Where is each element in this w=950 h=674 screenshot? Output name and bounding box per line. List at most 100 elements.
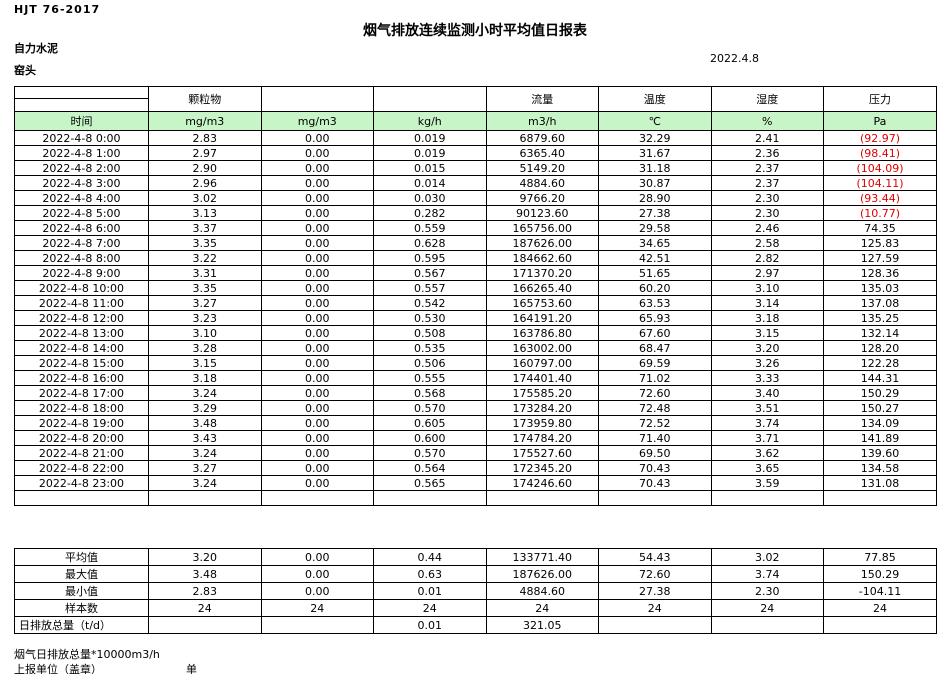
value-cell: 27.38 xyxy=(598,205,712,221)
unit-header-cell: mg/m3 xyxy=(260,111,374,131)
value-cell: 71.40 xyxy=(598,430,712,446)
group-header-cell: 湿度 xyxy=(710,86,824,112)
value-cell: 128.36 xyxy=(823,265,937,281)
value-cell: 2.46 xyxy=(710,220,824,236)
value-cell: 2.97 xyxy=(148,145,262,161)
summary-value: 24 xyxy=(373,599,487,617)
summary-value: 3.74 xyxy=(710,565,824,583)
table-row: 2022-4-8 8:00 3.22 0.00 0.595 184662.60 42.51… xyxy=(14,250,937,266)
time-cell: 2022-4-8 20:00 xyxy=(14,430,149,446)
summary-label: 最小值 xyxy=(14,582,149,600)
value-cell: 34.65 xyxy=(598,235,712,251)
value-cell: 3.35 xyxy=(148,280,262,296)
table-row: 2022-4-8 0:00 2.83 0.00 0.019 6879.60 32.29 2.… xyxy=(14,130,937,146)
summary-value: 2.30 xyxy=(710,582,824,600)
value-cell: 3.10 xyxy=(710,280,824,296)
value-cell: 3.62 xyxy=(710,445,824,461)
value-cell: 2.30 xyxy=(710,205,824,221)
value-cell: 125.83 xyxy=(823,235,937,251)
summary-row: 最小值 2.83 0.00 0.01 4884.60 27.38 2.30 -104.11 xyxy=(14,582,937,600)
time-cell: 2022-4-8 7:00 xyxy=(14,235,149,251)
value-cell: 3.02 xyxy=(148,190,262,206)
time-cell: 2022-4-8 17:00 xyxy=(14,385,149,401)
value-cell: 3.15 xyxy=(148,355,262,371)
value-cell: 0.019 xyxy=(373,130,487,146)
value-cell: 0.00 xyxy=(260,280,374,296)
value-cell: 90123.60 xyxy=(485,205,599,221)
table-row: 2022-4-8 14:00 3.28 0.00 0.535 163002.00 68.4… xyxy=(14,340,937,356)
summary-value: 24 xyxy=(148,599,262,617)
value-cell: 3.31 xyxy=(148,265,262,281)
value-cell: 3.18 xyxy=(710,310,824,326)
table-row: 2022-4-8 18:00 3.29 0.00 0.570 173284.20 72.4… xyxy=(14,400,937,416)
value-cell: 0.508 xyxy=(373,325,487,341)
summary-value xyxy=(823,616,937,634)
footer-line2: 上报单位（盖章） 单位 xyxy=(14,661,197,674)
table-row: 2022-4-8 11:00 3.27 0.00 0.542 165753.60 63.5… xyxy=(14,295,937,311)
value-cell: 6365.40 xyxy=(485,145,599,161)
value-cell: 68.47 xyxy=(598,340,712,356)
value-cell: 3.65 xyxy=(710,460,824,476)
value-cell: 63.53 xyxy=(598,295,712,311)
value-cell: 166265.40 xyxy=(485,280,599,296)
time-cell: 2022-4-8 18:00 xyxy=(14,400,149,416)
value-cell: 0.565 xyxy=(373,475,487,491)
time-cell: 2022-4-8 11:00 xyxy=(14,295,149,311)
table-row: 2022-4-8 21:00 3.24 0.00 0.570 175527.60 69.5… xyxy=(14,445,937,461)
time-cell: 2022-4-8 0:00 xyxy=(14,130,149,146)
value-cell: 4884.60 xyxy=(485,175,599,191)
value-cell: 3.29 xyxy=(148,400,262,416)
value-cell: 0.570 xyxy=(373,445,487,461)
value-cell: 0.567 xyxy=(373,265,487,281)
value-cell: 122.28 xyxy=(823,355,937,371)
value-cell: 137.08 xyxy=(823,295,937,311)
summary-value: 24 xyxy=(710,599,824,617)
value-cell: 72.52 xyxy=(598,415,712,431)
station-name: 窑头 xyxy=(14,64,36,77)
time-cell: 2022-4-8 2:00 xyxy=(14,160,149,176)
summary-value: 0.00 xyxy=(260,565,374,583)
value-cell: 174246.60 xyxy=(485,475,599,491)
value-cell: 2.37 xyxy=(710,175,824,191)
value-cell: 3.24 xyxy=(148,475,262,491)
summary-value: 0.00 xyxy=(260,582,374,600)
value-cell: 0.00 xyxy=(260,235,374,251)
value-cell: 2.30 xyxy=(710,190,824,206)
value-cell: 3.35 xyxy=(148,235,262,251)
time-cell: 2022-4-8 5:00 xyxy=(14,205,149,221)
value-cell: 29.58 xyxy=(598,220,712,236)
value-cell: 135.25 xyxy=(823,310,937,326)
value-cell: 2.37 xyxy=(710,160,824,176)
unit-header-cell: kg/h xyxy=(373,111,487,131)
table-row: 2022-4-8 19:00 3.48 0.00 0.605 173959.80 72.5… xyxy=(14,415,937,431)
value-cell: 3.26 xyxy=(710,355,824,371)
table-row: 2022-4-8 16:00 3.18 0.00 0.555 174401.40 71.0… xyxy=(14,370,937,386)
value-cell: 70.43 xyxy=(598,460,712,476)
value-cell: (92.97) xyxy=(823,130,937,146)
summary-value: 24 xyxy=(485,599,599,617)
value-cell: 0.555 xyxy=(373,370,487,386)
standard-number: HJT 76-2017 xyxy=(14,3,101,16)
table-row: 2022-4-8 3:00 2.96 0.00 0.014 4884.60 30.87 2.… xyxy=(14,175,937,191)
value-cell: 65.93 xyxy=(598,310,712,326)
empty-cell xyxy=(260,490,374,506)
value-cell: 2.58 xyxy=(710,235,824,251)
value-cell: 0.00 xyxy=(260,130,374,146)
value-cell: 174401.40 xyxy=(485,370,599,386)
value-cell: 9766.20 xyxy=(485,190,599,206)
time-cell: 2022-4-8 3:00 xyxy=(14,175,149,191)
value-cell: 135.03 xyxy=(823,280,937,296)
time-cell: 2022-4-8 21:00 xyxy=(14,445,149,461)
value-cell: 141.89 xyxy=(823,430,937,446)
table-row: 2022-4-8 1:00 2.97 0.00 0.019 6365.40 31.67 2.… xyxy=(14,145,937,161)
value-cell: 172345.20 xyxy=(485,460,599,476)
summary-value: 150.29 xyxy=(823,565,937,583)
value-cell: 0.00 xyxy=(260,355,374,371)
value-cell: 2.97 xyxy=(710,265,824,281)
summary-value: 77.85 xyxy=(823,548,937,566)
summary-table-body: 平均值 3.20 0.00 0.44 133771.40 54.43 3.02 77.85 最大… xyxy=(14,548,937,634)
value-cell: 2.36 xyxy=(710,145,824,161)
value-cell: 3.40 xyxy=(710,385,824,401)
value-cell: 0.00 xyxy=(260,310,374,326)
